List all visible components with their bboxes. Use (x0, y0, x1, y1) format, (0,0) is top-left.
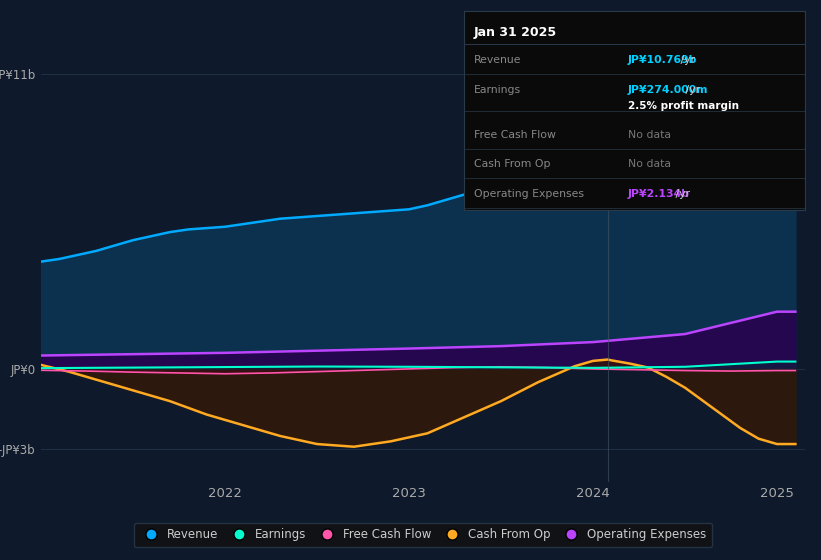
Text: JP¥274.000m: JP¥274.000m (628, 85, 709, 95)
Text: JP¥2.134b: JP¥2.134b (628, 189, 690, 199)
Text: Operating Expenses: Operating Expenses (474, 189, 584, 199)
Text: Free Cash Flow: Free Cash Flow (474, 130, 556, 139)
Legend: Revenue, Earnings, Free Cash Flow, Cash From Op, Operating Expenses: Revenue, Earnings, Free Cash Flow, Cash … (134, 522, 712, 547)
Text: Revenue: Revenue (474, 55, 521, 66)
Text: No data: No data (628, 160, 671, 169)
Text: Jan 31 2025: Jan 31 2025 (474, 26, 557, 39)
Text: /yr: /yr (677, 55, 695, 66)
Text: 2.5% profit margin: 2.5% profit margin (628, 101, 739, 111)
Text: Earnings: Earnings (474, 85, 521, 95)
Text: JP¥10.769b: JP¥10.769b (628, 55, 698, 66)
Text: No data: No data (628, 130, 671, 139)
Text: /yr: /yr (682, 85, 700, 95)
Text: /yr: /yr (672, 189, 690, 199)
Text: Cash From Op: Cash From Op (474, 160, 550, 169)
